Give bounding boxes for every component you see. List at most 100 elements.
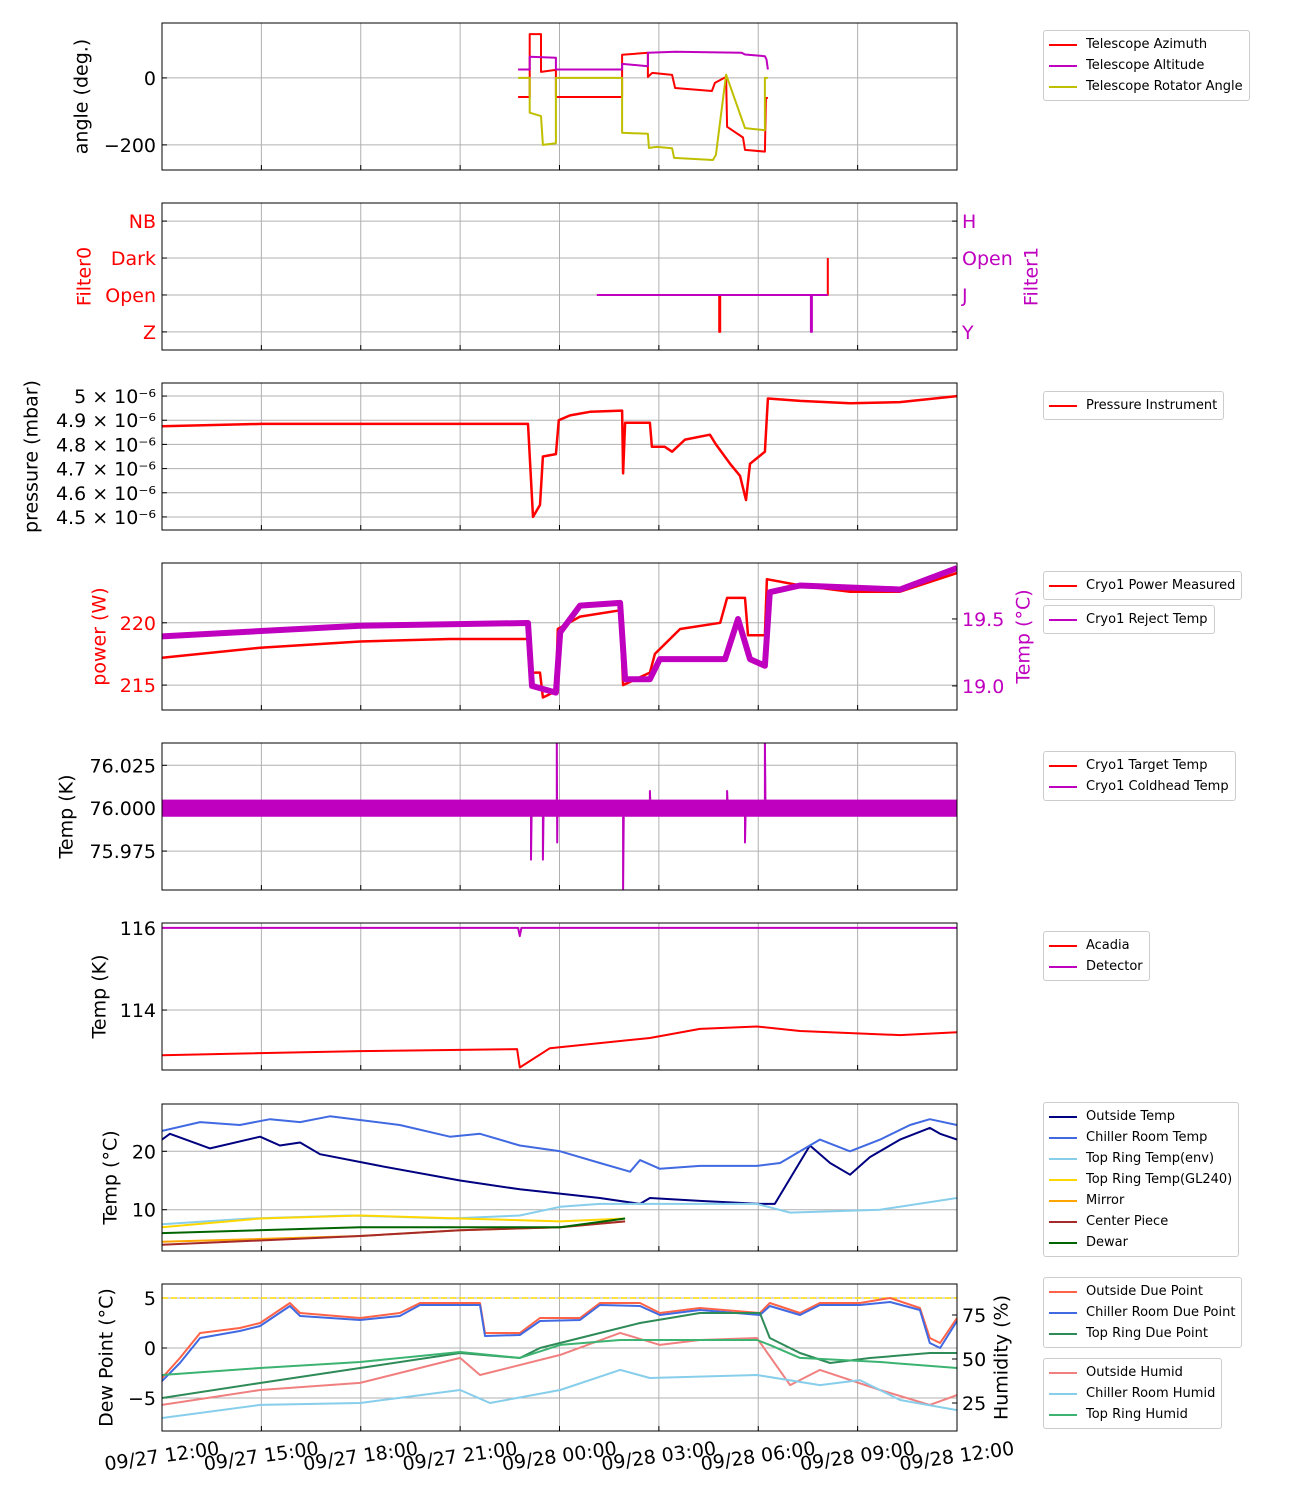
legend-swatch (1049, 85, 1077, 88)
series-cryo1-coldhead-temp (162, 743, 957, 890)
right-y-tick-label: H (962, 211, 976, 233)
y-tick-label: 5 (144, 1288, 156, 1310)
series-dewar (162, 1217, 626, 1235)
series-group (518, 33, 769, 161)
plot-frame (161, 1283, 958, 1432)
legend-label: Telescope Altitude (1086, 58, 1205, 73)
legend-box: Telescope Azimuth Telescope Altitude Teles… (1043, 30, 1250, 101)
right-y-tick-label: 19.0 (962, 676, 1004, 698)
y-tick-label: 116 (120, 918, 156, 940)
series-outside-due-point (162, 1297, 957, 1379)
legend-label: Telescope Rotator Angle (1086, 79, 1243, 94)
y-tick-label: 0 (144, 68, 156, 90)
legend-swatch (1049, 944, 1077, 947)
legend-item: Chiller Room Due Point (1049, 1302, 1235, 1323)
legend-label: Top Ring Humid (1086, 1407, 1188, 1422)
legend-label: Pressure Instrument (1086, 398, 1218, 413)
plot-frame (161, 22, 958, 171)
legend-swatch (1049, 1413, 1077, 1416)
series-chiller-room-temp (162, 1115, 957, 1173)
legend-swatch (1049, 764, 1077, 767)
right-y-axis-label: Filter1 (1021, 247, 1043, 306)
legend-item: Outside Temp (1049, 1106, 1232, 1127)
series-acadia (162, 1025, 957, 1069)
y-axis-label: pressure (mbar) (21, 380, 43, 533)
series-group (162, 926, 957, 1069)
legend-swatch (1049, 1178, 1077, 1181)
series-group (162, 565, 957, 699)
y-axis-label: Dew Point (°C) (96, 1288, 118, 1427)
y-tick-label: 10 (132, 1200, 156, 1222)
legend-item: Telescope Azimuth (1049, 34, 1243, 55)
legend-item: Top Ring Temp(env) (1049, 1148, 1232, 1169)
series-group (162, 1297, 957, 1419)
legend-item: Acadia (1049, 935, 1143, 956)
series-group (162, 743, 957, 890)
y-tick-label: 215 (120, 675, 156, 697)
series-group (162, 1115, 957, 1246)
legend-label: Detector (1086, 959, 1143, 974)
legend-item: Dewar (1049, 1232, 1232, 1253)
series-group (596, 258, 829, 333)
legend-swatch (1049, 584, 1077, 587)
legend-label: Center Piece (1086, 1214, 1169, 1229)
legend-item: Top Ring Due Point (1049, 1323, 1235, 1344)
y-axis-label: Temp (K) (89, 955, 111, 1040)
legend-label: Cryo1 Power Measured (1086, 578, 1236, 593)
y-tick-label: 5 × 10⁻⁶ (74, 386, 156, 408)
legend-item: Chiller Room Humid (1049, 1383, 1215, 1404)
y-tick-label: 4.5 × 10⁻⁶ (56, 507, 156, 529)
series-telescope-azimuth (518, 33, 768, 153)
legend-label: Telescope Azimuth (1086, 37, 1208, 52)
legend-item: Cryo1 Reject Temp (1049, 609, 1208, 630)
legend-item: Mirror (1049, 1190, 1232, 1211)
legend-swatch (1049, 43, 1077, 46)
y-tick-label: Dark (111, 248, 156, 270)
legend-label: Chiller Room Temp (1086, 1130, 1208, 1145)
series-center-piece (162, 1220, 626, 1246)
y-tick-label: Z (143, 322, 156, 344)
legend-item: Outside Humid (1049, 1362, 1215, 1383)
legend-box: Cryo1 Power Measured (1043, 571, 1243, 600)
y-tick-label: 220 (120, 613, 156, 635)
series-top-ring-humid (162, 1339, 957, 1376)
legend-swatch (1049, 1290, 1077, 1293)
legend-label: Chiller Room Humid (1086, 1386, 1216, 1401)
legend-label: Acadia (1086, 938, 1130, 953)
series-telescope-rotator-angle (518, 73, 768, 161)
legend-item: Cryo1 Coldhead Temp (1049, 776, 1229, 797)
panel-1: 0 −200 angle (deg.) (71, 22, 958, 171)
y-axis-label: angle (deg.) (71, 39, 93, 154)
series-filter1 (596, 294, 828, 333)
legend-swatch (1049, 64, 1077, 67)
legend-box: Pressure Instrument (1043, 391, 1225, 420)
plot-frame (161, 382, 958, 531)
legend-label: Top Ring Temp(GL240) (1086, 1172, 1233, 1187)
legend-box: Cryo1 Reject Temp (1043, 605, 1215, 634)
legend-box: Outside Temp Chiller Room Temp Top Ring Te… (1043, 1102, 1240, 1257)
series-chiller-room-humid (162, 1368, 957, 1419)
y-axis-label: Filter0 (74, 247, 96, 306)
legend-item: Cryo1 Power Measured (1049, 575, 1235, 596)
legend-label: Cryo1 Reject Temp (1086, 612, 1208, 627)
legend-item: Cryo1 Target Temp (1049, 755, 1229, 776)
legend-swatch (1049, 1332, 1077, 1335)
legend-swatch (1049, 1157, 1077, 1160)
legend-item: Center Piece (1049, 1211, 1232, 1232)
panel-6: 116 114 Temp (K) (89, 918, 958, 1071)
legend-swatch (1049, 785, 1077, 788)
legend-item: Telescope Altitude (1049, 55, 1243, 76)
legend-swatch (1049, 1311, 1077, 1314)
right-y-axis-label: Humidity (%) (991, 1295, 1013, 1420)
series-group (162, 394, 957, 519)
y-tick-label: −200 (104, 135, 156, 157)
y-tick-label: 76.025 (90, 755, 156, 777)
right-y-axis-label: Temp (°C) (1013, 589, 1035, 684)
legend-item: Telescope Rotator Angle (1049, 76, 1243, 97)
legend-label: Outside Humid (1086, 1365, 1183, 1380)
legend-label: Mirror (1086, 1193, 1125, 1208)
y-tick-label: 4.7 × 10⁻⁶ (56, 459, 156, 481)
y-tick-label: 20 (132, 1141, 156, 1163)
y-tick-label: 76.000 (90, 798, 156, 820)
